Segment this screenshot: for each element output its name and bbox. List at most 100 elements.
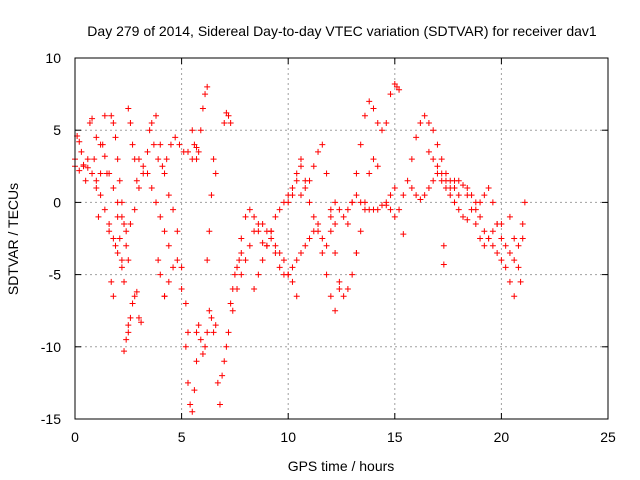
data-point [440,242,447,249]
data-point [517,278,524,285]
data-point [297,163,304,170]
data-point [129,300,136,307]
data-point [255,271,262,278]
data-point [112,134,119,141]
data-point [421,192,428,199]
data-point [511,235,518,242]
data-point [84,156,91,163]
data-point [242,257,249,264]
y-tick-label: 10 [45,50,61,66]
data-point [110,293,117,300]
data-point [494,221,501,228]
data-point [464,192,471,199]
data-point [116,177,123,184]
data-point [221,119,228,126]
data-point [133,177,140,184]
data-point [472,221,479,228]
data-point [506,213,513,220]
x-tick-label: 15 [387,429,403,445]
data-point [353,192,360,199]
data-point [82,177,89,184]
data-point [289,264,296,271]
data-point [189,127,196,134]
data-point [268,228,275,235]
data-point [353,170,360,177]
data-point [259,257,266,264]
data-point [165,278,172,285]
data-point [302,242,309,249]
data-point [157,213,164,220]
data-point [327,228,334,235]
data-point [519,221,526,228]
data-point [144,170,151,177]
data-point [489,242,496,249]
y-tick-label: 0 [53,194,61,210]
data-point [400,192,407,199]
data-point [121,278,128,285]
data-point [199,351,206,358]
data-point [199,105,206,112]
data-point [498,235,505,242]
data-point [477,213,484,220]
data-point [297,249,304,256]
data-point [332,221,339,228]
data-point [206,228,213,235]
data-point [89,115,96,122]
data-point [121,348,128,355]
data-points [72,80,528,415]
data-point [306,177,313,184]
y-tick-label: -10 [41,339,61,355]
data-point [259,239,266,246]
data-point [123,228,130,235]
data-point [511,293,518,300]
data-point [387,91,394,98]
data-point [135,156,142,163]
data-point [289,184,296,191]
data-point [413,134,420,141]
data-point [167,141,174,148]
data-point [506,249,513,256]
data-point [95,213,102,220]
data-point [349,199,356,206]
data-point [327,293,334,300]
data-point [238,271,245,278]
data-point [344,221,351,228]
data-point [489,199,496,206]
data-point [383,119,390,126]
data-point [477,235,484,242]
data-point [106,170,113,177]
data-point [144,148,151,155]
data-point [123,242,130,249]
data-point [97,192,104,199]
data-point [170,264,177,271]
data-point [193,156,200,163]
data-point [174,257,181,264]
data-point [440,261,447,268]
data-point [210,329,217,336]
data-point [361,199,368,206]
data-point [289,192,296,199]
data-point [178,286,185,293]
data-point [366,170,373,177]
data-point [404,177,411,184]
data-point [464,184,471,191]
data-point [214,379,221,386]
x-tick-label: 20 [494,429,510,445]
data-point [494,249,501,256]
data-point [289,278,296,285]
data-point [118,257,125,264]
data-point [127,119,134,126]
data-point [421,112,428,119]
data-point [340,293,347,300]
data-point [165,192,172,199]
data-point [234,286,241,293]
data-point [170,206,177,213]
data-point [344,286,351,293]
data-point [116,235,123,242]
data-point [125,322,132,329]
data-point [133,288,140,295]
data-point [187,401,194,408]
data-point [434,163,441,170]
data-point [101,112,108,119]
